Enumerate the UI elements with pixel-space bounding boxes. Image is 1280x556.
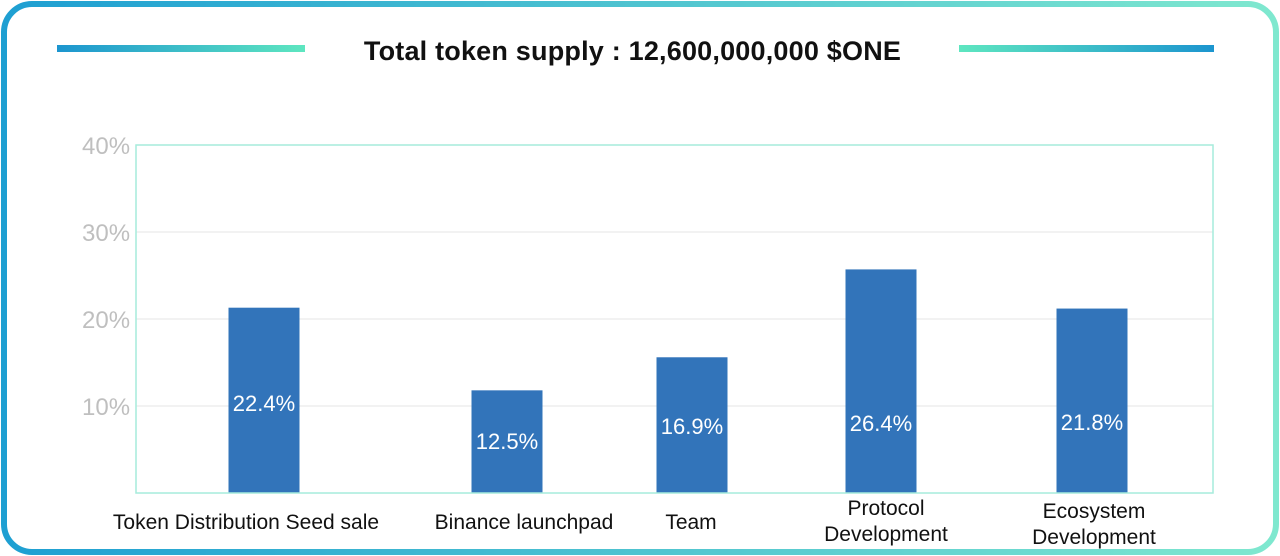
x-category-label: Token Distribution Seed sale — [113, 511, 379, 534]
x-axis-labels: Token Distribution Seed sale Binance laun… — [113, 497, 1156, 549]
bar — [845, 269, 917, 493]
x-category-label: Development — [824, 523, 948, 546]
y-tick-label: 40% — [82, 133, 130, 160]
plot-area-border — [135, 144, 1214, 494]
bar-data-label: 12.5% — [476, 429, 538, 454]
bars — [228, 269, 1128, 493]
bar — [656, 357, 728, 493]
chart-title: Total token supply : 12,600,000,000 $ONE — [363, 36, 902, 66]
x-category-label: Protocol — [847, 497, 924, 520]
y-tick-label: 30% — [82, 220, 130, 247]
bar-data-label: 21.8% — [1061, 410, 1123, 435]
y-axis-ticks: 10% 20% 30% 40% — [82, 133, 130, 421]
title-accent-line-right — [959, 45, 1214, 52]
x-category-label: Team — [665, 511, 716, 534]
bar-data-label: 26.4% — [850, 411, 912, 436]
bar — [471, 390, 543, 493]
title-accent-line-left — [57, 45, 305, 52]
data-labels: 22.4% 12.5% 16.9% 26.4% 21.8% — [233, 391, 1123, 454]
bar-data-label: 16.9% — [661, 414, 723, 439]
x-category-label: Ecosystem — [1043, 500, 1146, 523]
bar — [1056, 308, 1128, 493]
x-category-label: Binance launchpad — [435, 511, 614, 534]
bar — [228, 307, 300, 493]
y-tick-label: 20% — [82, 307, 130, 334]
x-category-label: Development — [1032, 526, 1156, 549]
y-tick-label: 10% — [82, 394, 130, 421]
bar-data-label: 22.4% — [233, 391, 295, 416]
